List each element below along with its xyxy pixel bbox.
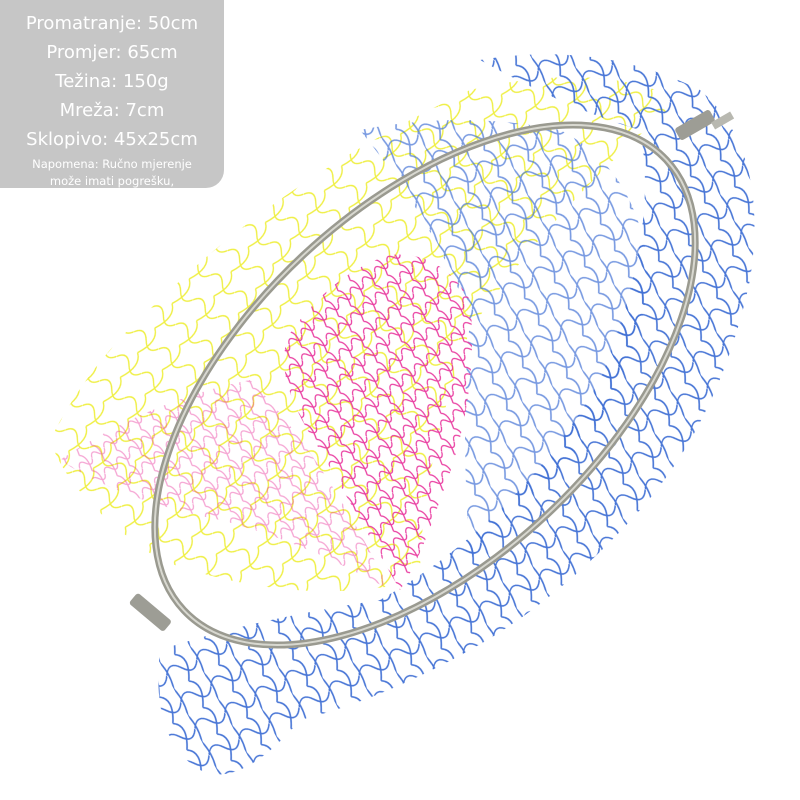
blue-mesh-inner: [360, 120, 650, 560]
spec-folded: Sklopivo: 45x25cm: [26, 129, 198, 150]
note-line-3: molimo razumijte!: [59, 191, 165, 205]
steel-frame-highlight: [153, 124, 697, 646]
note-line-2: može imati pogrešku,: [49, 174, 175, 188]
frame-screw: [711, 111, 735, 130]
note-line-1: Napomena: Ručno mjerenje: [32, 157, 192, 171]
spec-panel: Promatranje: 50cm Promjer: 65cm Težina: …: [0, 0, 224, 205]
frame-joint-top: [675, 110, 715, 140]
spec-observation: Promatranje: 50cm: [25, 13, 199, 34]
spec-diameter: Promjer: 65cm: [46, 42, 178, 63]
frame-joint-bottom: [129, 593, 171, 631]
measurement-note: Napomena: Ručno mjerenje može imati pogr…: [0, 156, 224, 207]
pink-mesh-tail: [60, 380, 390, 590]
spec-mesh: Mreža: 7cm: [59, 100, 165, 121]
spec-weight: Težina: 150g: [55, 71, 169, 92]
pink-mesh: [284, 254, 472, 590]
